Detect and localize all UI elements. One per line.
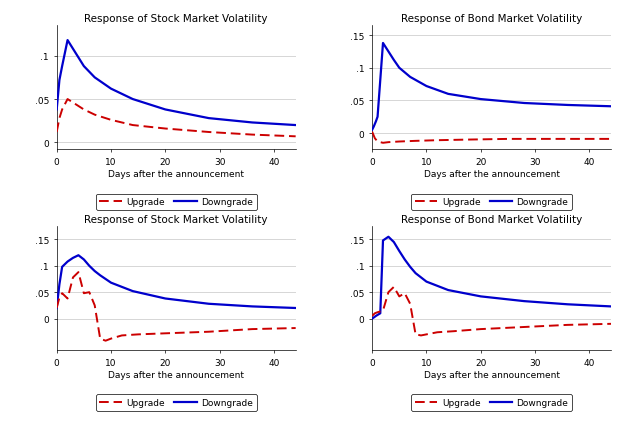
X-axis label: Days after the announcement: Days after the announcement bbox=[423, 370, 559, 379]
Title: Response of Bond Market Volatility: Response of Bond Market Volatility bbox=[401, 14, 582, 24]
Legend: Upgrade, Downgrade: Upgrade, Downgrade bbox=[96, 194, 256, 210]
Title: Response of Stock Market Volatility: Response of Stock Market Volatility bbox=[84, 14, 268, 24]
Legend: Upgrade, Downgrade: Upgrade, Downgrade bbox=[411, 194, 572, 210]
Legend: Upgrade, Downgrade: Upgrade, Downgrade bbox=[96, 395, 256, 411]
X-axis label: Days after the announcement: Days after the announcement bbox=[108, 370, 244, 379]
X-axis label: Days after the announcement: Days after the announcement bbox=[108, 170, 244, 178]
Legend: Upgrade, Downgrade: Upgrade, Downgrade bbox=[411, 395, 572, 411]
X-axis label: Days after the announcement: Days after the announcement bbox=[423, 170, 559, 178]
Title: Response of Bond Market Volatility: Response of Bond Market Volatility bbox=[401, 215, 582, 225]
Title: Response of Stock Market Volatility: Response of Stock Market Volatility bbox=[84, 215, 268, 225]
